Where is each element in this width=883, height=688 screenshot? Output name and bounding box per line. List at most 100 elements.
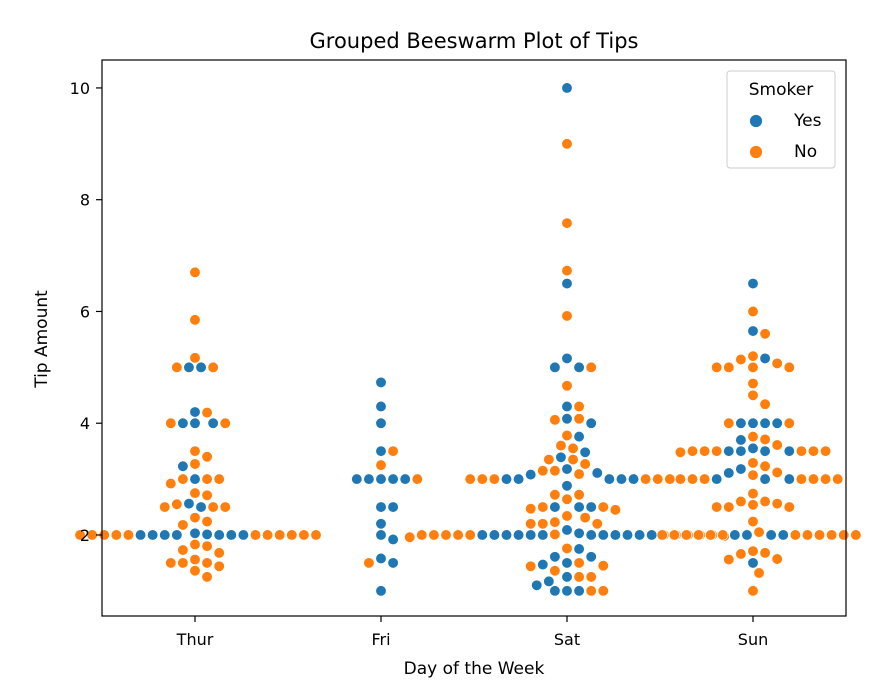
point-sat-no	[537, 465, 549, 477]
point-thur-yes	[195, 501, 207, 513]
point-fri-yes	[387, 473, 399, 485]
point-sun-yes	[711, 473, 723, 485]
point-sat-yes	[531, 579, 543, 591]
point-sun-no	[771, 466, 783, 479]
point-sat-yes	[573, 543, 585, 555]
point-sat-no	[573, 489, 585, 501]
point-sun-yes	[735, 463, 747, 475]
point-thur-yes	[177, 460, 189, 472]
point-sat-no	[579, 512, 591, 524]
point-sat-no	[452, 529, 464, 541]
point-sat-no	[573, 571, 585, 583]
point-thur-no	[159, 501, 171, 513]
legend-marker-no	[749, 145, 763, 159]
point-thur-yes	[201, 528, 213, 541]
point-thur-no	[165, 477, 177, 490]
point-sat-yes	[488, 529, 501, 541]
point-sun-no	[747, 469, 759, 481]
point-sat-yes	[555, 451, 567, 463]
point-sun-no	[832, 473, 844, 485]
point-thur-no	[110, 529, 122, 541]
point-sat-no	[525, 560, 537, 572]
point-thur-no	[298, 529, 310, 541]
point-sun-no	[783, 361, 795, 373]
point-sat-no	[585, 571, 597, 583]
point-sat-no	[561, 217, 573, 229]
point-sun-yes	[747, 325, 759, 337]
point-thur-no	[189, 266, 201, 278]
legend-label-yes: Yes	[793, 111, 822, 131]
legend-label-no: No	[794, 142, 817, 162]
point-sat-yes	[476, 529, 488, 541]
y-tick-label: 2	[80, 526, 90, 545]
point-sun-no	[783, 501, 795, 513]
point-thur-no	[201, 406, 213, 419]
point-fri-yes	[387, 501, 399, 513]
point-sat-no	[591, 518, 603, 530]
point-sat-no	[464, 529, 476, 541]
point-thur-no	[189, 512, 201, 524]
point-sun-no	[723, 501, 735, 513]
point-sat-no	[567, 453, 579, 466]
point-sat-no	[664, 473, 676, 485]
point-thur-no	[189, 352, 201, 364]
point-sat-no	[573, 468, 585, 480]
point-sun-no	[771, 439, 783, 451]
point-sat-no	[476, 473, 488, 485]
point-sat-no	[640, 473, 652, 485]
chart-title: Grouped Beeswarm Plot of Tips	[310, 29, 639, 53]
point-thur-no	[165, 557, 177, 569]
point-fri-yes	[375, 417, 387, 429]
point-thur-yes	[171, 529, 183, 541]
point-sat-yes	[561, 524, 573, 536]
point-sun-yes	[735, 417, 747, 429]
point-sun-no	[705, 529, 717, 541]
point-sun-no	[686, 445, 699, 457]
point-sun-no	[807, 445, 820, 457]
point-fri-no	[411, 473, 423, 485]
point-thur-no	[189, 458, 201, 470]
point-sat-no	[543, 453, 555, 466]
point-fri-yes	[351, 473, 363, 485]
point-sun-yes	[747, 417, 759, 429]
point-sun-no	[686, 473, 699, 485]
point-sat-no	[597, 501, 609, 513]
point-sat-yes	[621, 529, 634, 541]
point-fri-yes	[399, 473, 411, 485]
point-sat-no	[561, 380, 573, 392]
point-thur-no	[122, 529, 135, 541]
point-sat-no	[549, 565, 561, 577]
point-thur-no	[171, 498, 183, 510]
y-tick-label: 6	[80, 302, 90, 321]
point-sat-yes	[525, 529, 537, 541]
point-sat-yes	[537, 529, 549, 541]
point-sat-yes	[561, 400, 573, 413]
legend-marker-yes	[749, 114, 763, 128]
point-sat-yes	[573, 430, 585, 443]
point-sat-yes	[633, 529, 646, 541]
point-sun-no	[711, 445, 723, 457]
point-sat-no	[404, 531, 416, 543]
point-sat-yes	[603, 473, 615, 485]
point-sat-no	[597, 585, 609, 597]
point-sun-no	[698, 445, 711, 457]
point-sun-no	[674, 446, 687, 458]
point-sat-yes	[591, 467, 603, 479]
point-sat-no	[537, 501, 549, 513]
point-sat-yes	[549, 501, 561, 513]
point-sat-no	[561, 510, 573, 522]
point-sun-no	[819, 445, 832, 457]
point-sat-yes	[549, 551, 561, 563]
point-sun-yes	[723, 467, 735, 479]
point-sat-yes	[543, 575, 555, 587]
point-thur-yes	[134, 529, 147, 541]
y-axis-label: Tip Amount	[32, 290, 52, 389]
point-sat-no	[440, 529, 452, 541]
point-sun-yes	[747, 557, 759, 569]
point-thur-yes	[189, 527, 201, 539]
point-thur-no	[177, 557, 189, 569]
point-sat-yes	[500, 473, 513, 485]
point-sun-no	[771, 498, 783, 510]
point-fri-yes	[375, 552, 387, 565]
point-sat-no	[561, 542, 573, 555]
